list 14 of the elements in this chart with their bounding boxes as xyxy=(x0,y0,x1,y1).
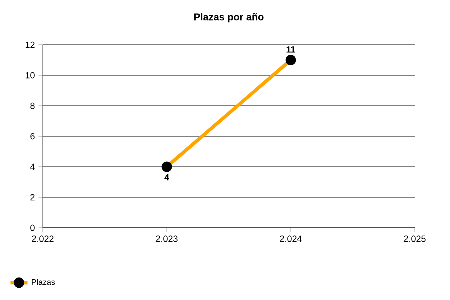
x-tick-label: 2.024 xyxy=(280,236,302,242)
y-tick-label: 8 xyxy=(30,102,35,110)
y-tick-label: 2 xyxy=(30,194,35,201)
y-tick-label: 10 xyxy=(26,72,35,79)
x-tick-label: 2.023 xyxy=(156,236,178,242)
x-tick-label: 2.022 xyxy=(32,236,54,242)
data-label: 4 xyxy=(164,174,170,181)
data-label: 11 xyxy=(286,46,296,53)
chart-title: Plazas por año xyxy=(194,13,264,23)
y-tick-label: 0 xyxy=(30,224,35,232)
x-tick-label: 2.025 xyxy=(404,236,426,242)
y-tick-label: 6 xyxy=(30,133,35,140)
y-tick-label: 12 xyxy=(26,42,35,48)
y-tick-label: 4 xyxy=(30,164,35,170)
